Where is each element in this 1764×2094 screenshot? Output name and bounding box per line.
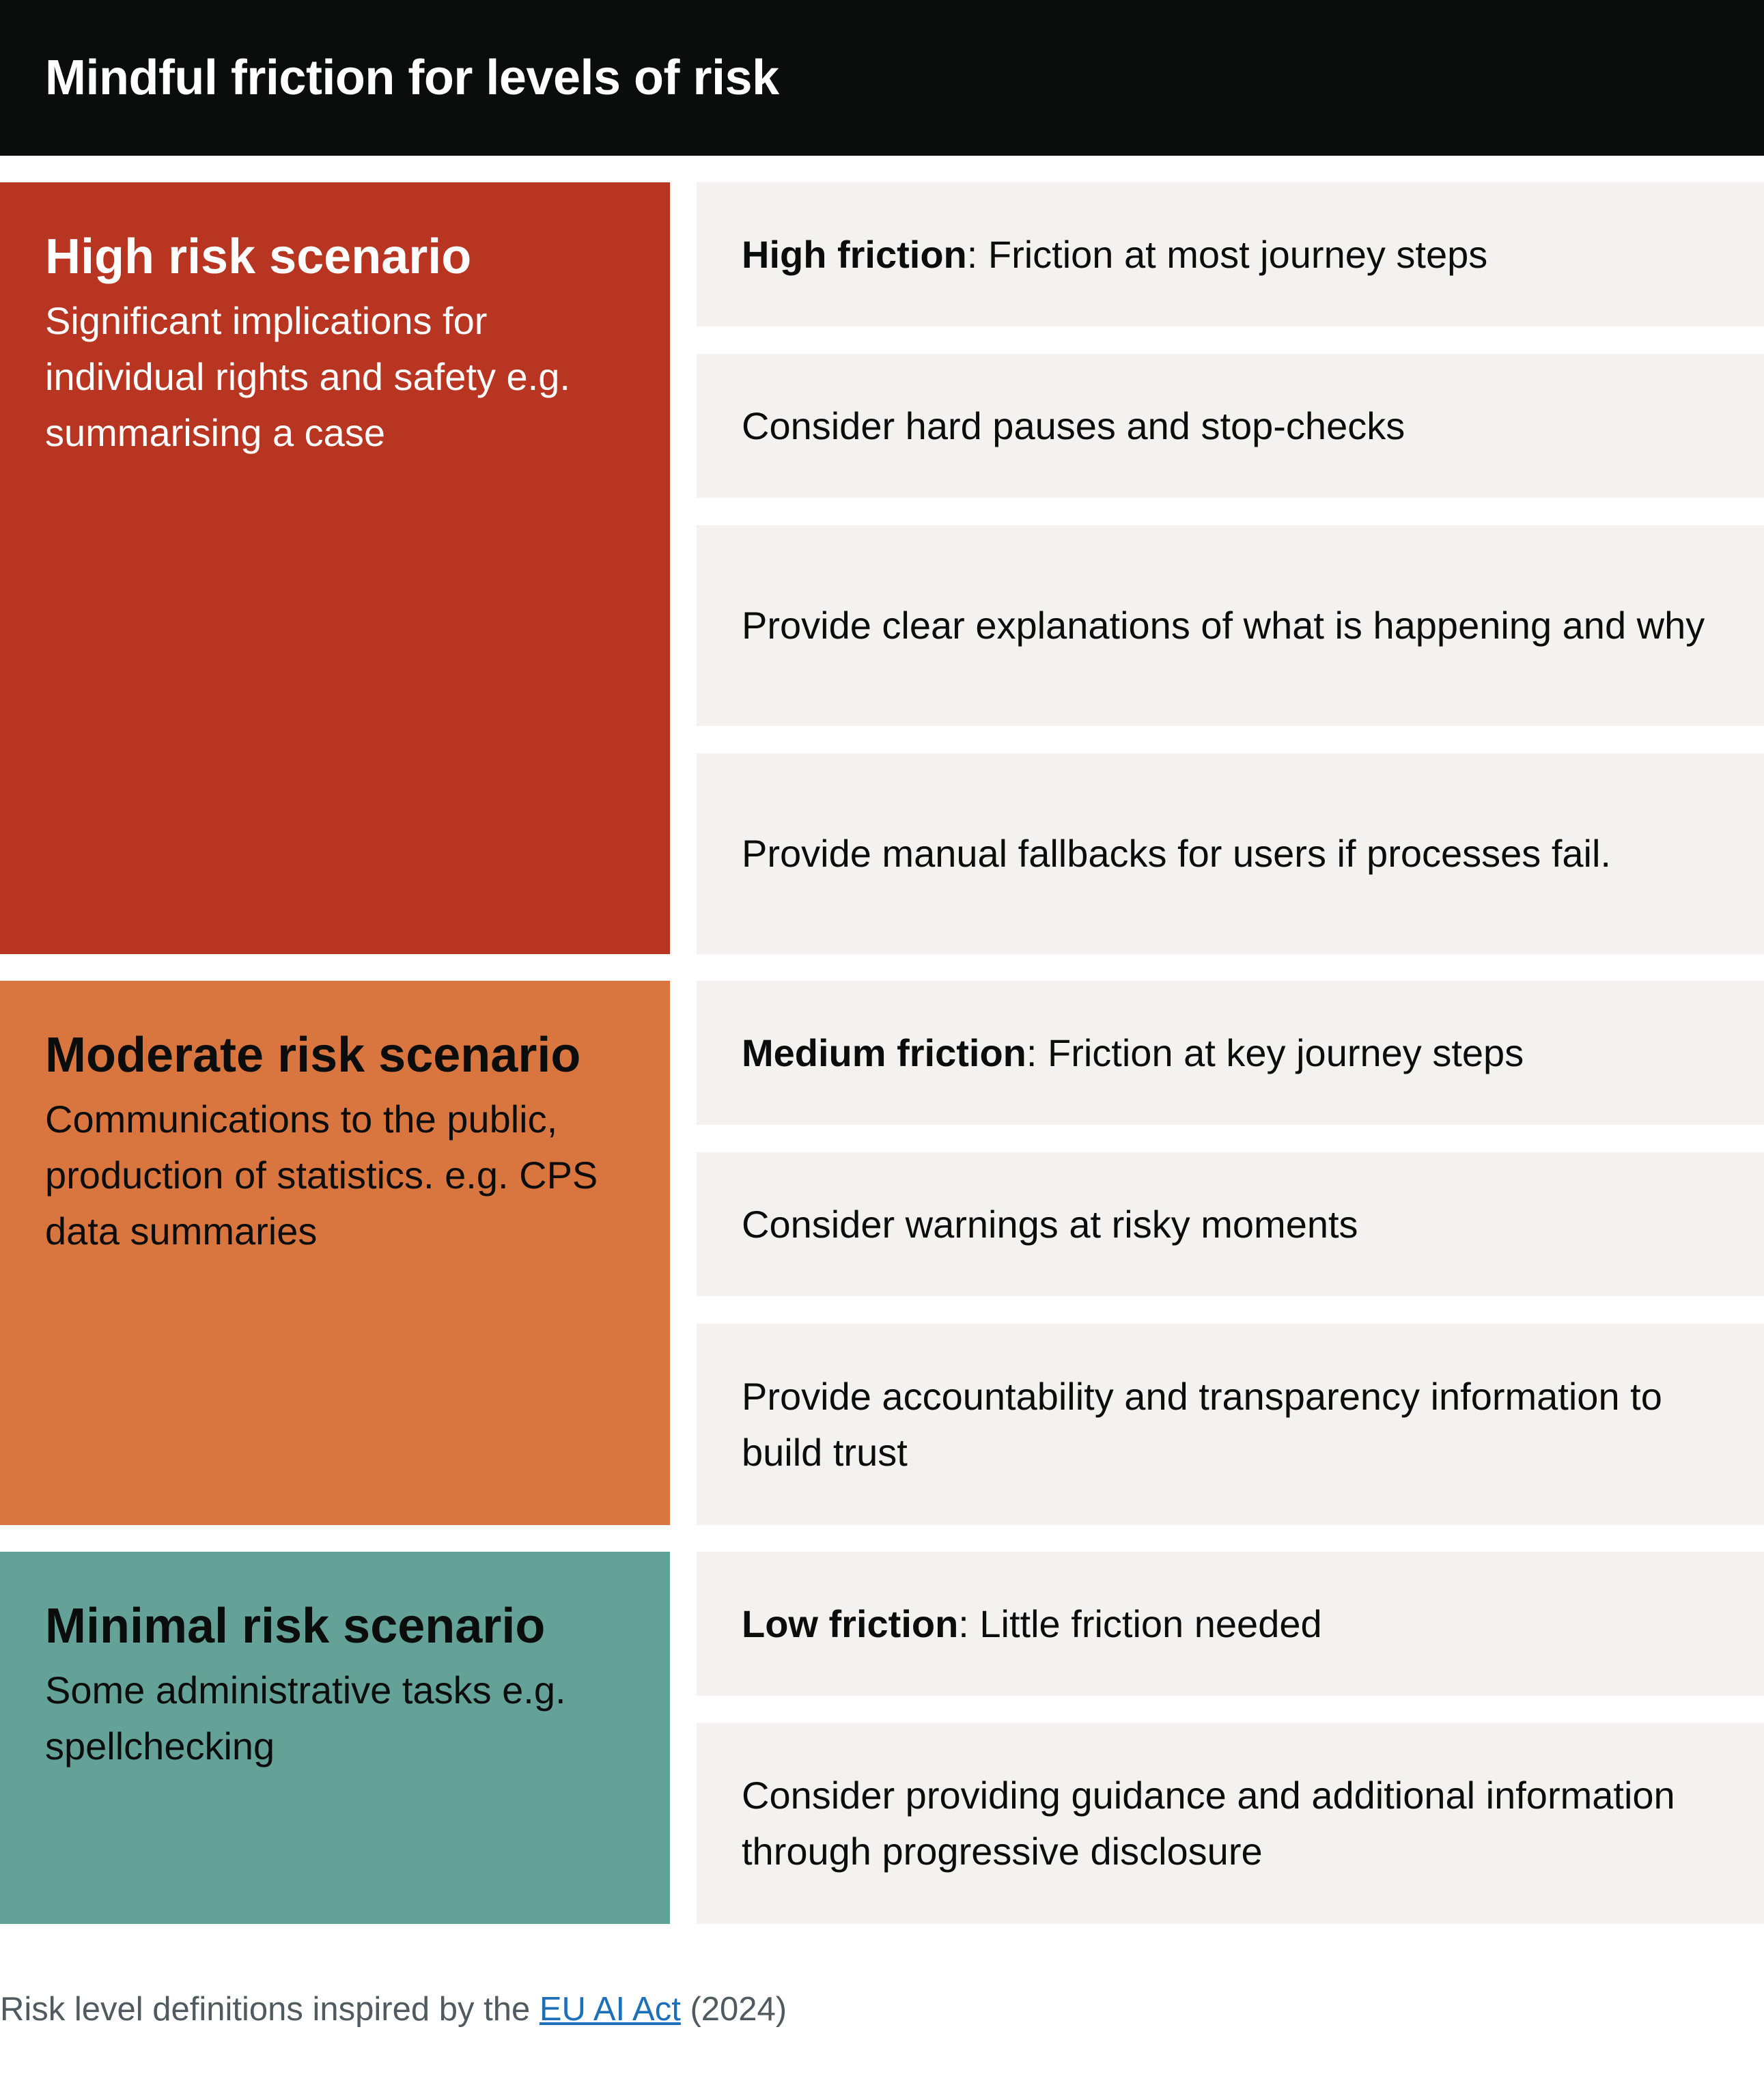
friction-label: High friction [742,232,967,276]
action-card: Provide clear explanations of what is ha… [697,525,1764,726]
high-risk-scenario-panel: High risk scenario Significant implicati… [0,182,670,954]
scenario-heading: High risk scenario [45,229,472,284]
friction-label: Medium friction [742,1031,1026,1074]
page-title: Mindful friction for levels of risk [45,51,779,105]
source-suffix: (2024) [680,1991,787,2028]
title-banner: Mindful friction for levels of risk [0,0,1764,156]
action-text: Provide accountability and transparency … [742,1374,1662,1474]
source-note: Risk level definitions inspired by the E… [0,1990,787,2028]
action-text: Consider providing guidance and addition… [742,1774,1675,1873]
minimal-risk-scenario-panel: Minimal risk scenario Some administrativ… [0,1552,670,1924]
friction-level-card: High friction: Friction at most journey … [697,182,1764,326]
action-text: Provide clear explanations of what is ha… [742,604,1705,647]
friction-text: : Friction at most journey steps [966,232,1488,276]
action-text: Provide manual fallbacks for users if pr… [742,832,1611,875]
eu-ai-act-link[interactable]: EU AI Act [539,1991,681,2028]
action-card: Consider providing guidance and addition… [697,1723,1764,1924]
scenario-heading: Minimal risk scenario [45,1599,546,1653]
friction-text: : Little friction needed [958,1602,1322,1645]
action-text: Consider warnings at risky moments [742,1202,1358,1246]
friction-text: : Friction at key journey steps [1026,1031,1524,1074]
action-text: Consider hard pauses and stop-checks [742,404,1405,447]
action-card: Provide manual fallbacks for users if pr… [697,753,1764,954]
scenario-description: Some administrative tasks e.g. spellchec… [45,1669,566,1768]
scenario-heading: Moderate risk scenario [45,1028,581,1083]
moderate-risk-scenario-panel: Moderate risk scenario Communications to… [0,981,670,1525]
scenario-description: Significant implications for individual … [45,299,570,455]
action-card: Consider warnings at risky moments [697,1152,1764,1296]
source-prefix: Risk level definitions inspired by the [0,1991,540,2028]
action-card: Provide accountability and transparency … [697,1324,1764,1525]
friction-label: Low friction [742,1602,959,1645]
friction-level-card: Low friction: Little friction needed [697,1552,1764,1696]
scenario-description: Communications to the public, production… [45,1098,598,1253]
friction-level-card: Medium friction: Friction at key journey… [697,981,1764,1125]
action-card: Consider hard pauses and stop-checks [697,354,1764,498]
